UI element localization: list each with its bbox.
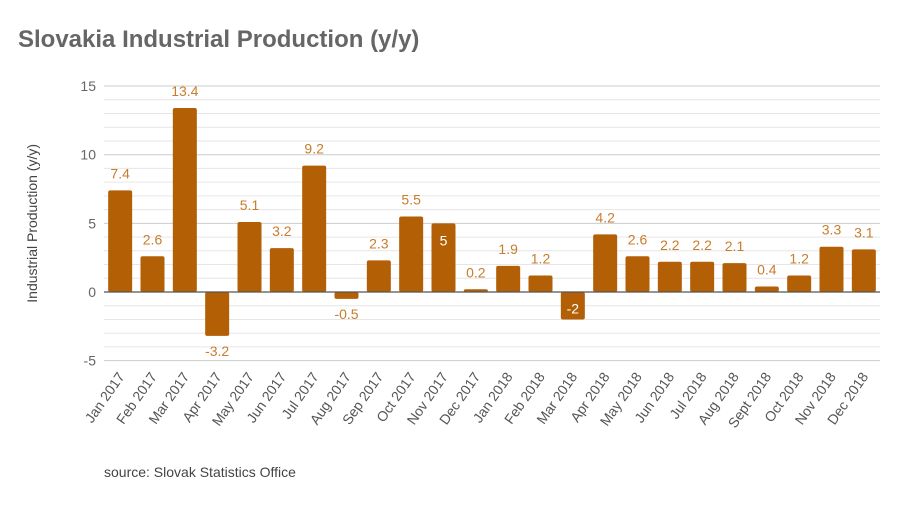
bar [140, 256, 165, 292]
chart-title: Slovakia Industrial Production (y/y) [18, 26, 420, 53]
bar [366, 260, 391, 292]
bar [787, 275, 812, 292]
bar [237, 221, 262, 292]
bar [269, 248, 294, 292]
data-label: 2.2 [660, 237, 680, 253]
data-label: 5.1 [240, 197, 260, 213]
data-label: 3.1 [854, 224, 874, 240]
bar [722, 263, 747, 292]
y-tick-label: 15 [80, 78, 96, 94]
data-label: 5.5 [401, 191, 421, 207]
bar [205, 292, 230, 336]
y-tick-label: 5 [88, 215, 96, 231]
data-label: 5 [440, 232, 448, 248]
bar [463, 289, 488, 292]
bar [108, 190, 133, 292]
data-label: 2.3 [369, 235, 389, 251]
bar [399, 216, 424, 292]
data-label: 2.1 [725, 238, 745, 254]
y-tick-label: -5 [84, 353, 97, 369]
data-label: 0.2 [466, 264, 486, 280]
data-label: 3.3 [822, 222, 842, 238]
bar [560, 292, 585, 320]
bar [528, 275, 553, 292]
y-axis-title: Industrial Production (y/y) [24, 144, 40, 303]
bar [851, 249, 876, 292]
bar [819, 246, 844, 292]
data-label: 2.6 [628, 231, 648, 247]
data-label: 1.2 [789, 251, 809, 267]
data-label: -2 [567, 300, 580, 316]
bar [334, 292, 359, 299]
bar [172, 108, 197, 292]
data-label: 3.2 [272, 223, 292, 239]
data-label: 2.6 [143, 231, 163, 247]
source-note: source: Slovak Statistics Office [104, 464, 296, 480]
data-label: 2.2 [692, 237, 712, 253]
bar [496, 265, 521, 292]
data-label: 0.4 [757, 262, 777, 278]
data-label: 1.2 [531, 251, 551, 267]
data-label: 7.4 [110, 165, 130, 181]
data-label: 9.2 [304, 141, 324, 157]
data-label: 13.4 [171, 83, 198, 99]
y-tick-label: 10 [80, 147, 96, 163]
bar [431, 223, 456, 292]
bar [302, 165, 327, 292]
y-tick-label: 0 [88, 284, 96, 300]
bar [754, 286, 779, 292]
bar [657, 261, 682, 292]
data-label: -0.5 [334, 306, 358, 322]
data-label: 1.9 [498, 241, 518, 257]
data-label: 4.2 [595, 209, 615, 225]
bar [690, 261, 715, 292]
data-label: -3.2 [205, 343, 229, 359]
bar [625, 256, 650, 292]
bar [593, 234, 618, 292]
